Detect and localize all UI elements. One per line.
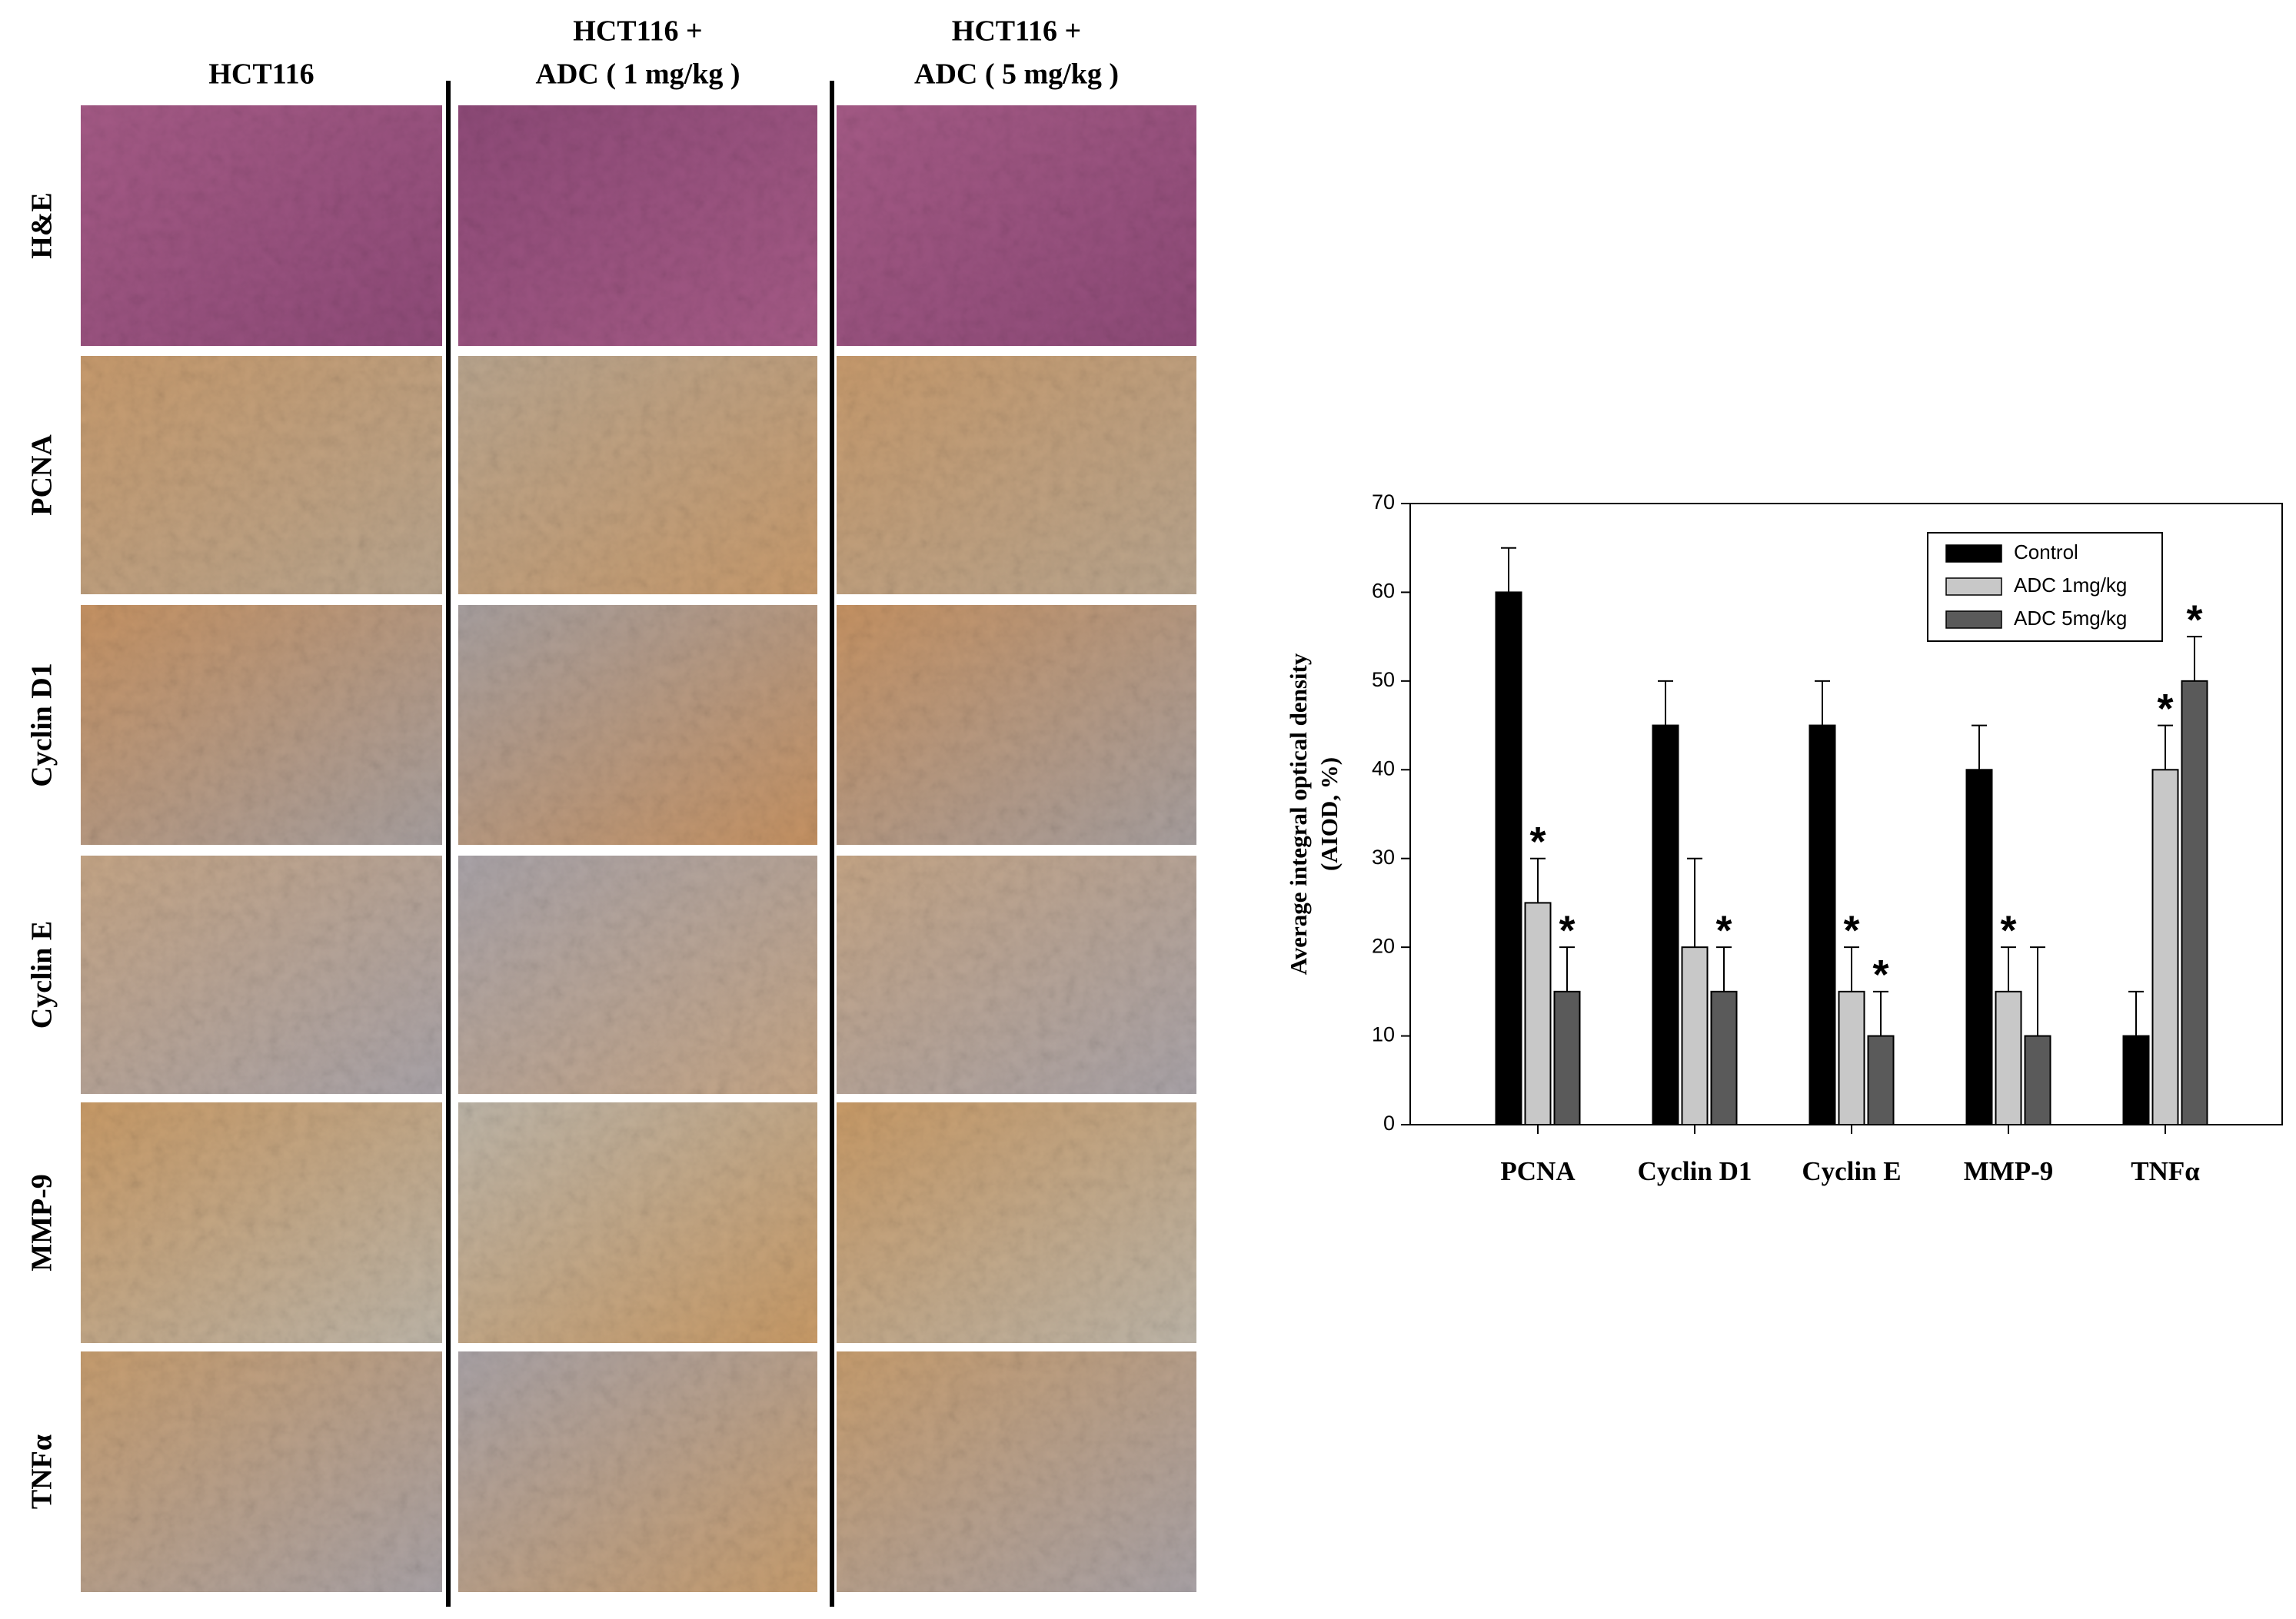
x-tick-label: Cyclin E bbox=[1802, 1156, 1901, 1186]
tissue-texture bbox=[458, 1102, 817, 1343]
tissue-texture bbox=[837, 1351, 1196, 1592]
legend-swatch bbox=[1945, 544, 2002, 563]
legend-label: ADC 1mg/kg bbox=[2014, 573, 2127, 597]
tissue-texture bbox=[458, 605, 817, 845]
significance-mark: * bbox=[1529, 819, 1546, 865]
bar bbox=[1652, 724, 1679, 1125]
significance-mark: * bbox=[2157, 686, 2173, 732]
row-label: MMP-9 bbox=[26, 1174, 58, 1272]
legend-label: ADC 5mg/kg bbox=[2014, 607, 2127, 630]
tissue-texture bbox=[81, 356, 442, 594]
y-tick-label: 60 bbox=[1372, 580, 1395, 603]
column-header: ADC ( 1 mg/kg ) bbox=[536, 58, 740, 91]
bar bbox=[2122, 1035, 2150, 1125]
y-tick-label: 20 bbox=[1372, 934, 1395, 957]
tissue-texture bbox=[81, 605, 442, 845]
tissue-texture bbox=[837, 1102, 1196, 1343]
x-tick-label: MMP-9 bbox=[1964, 1156, 2054, 1186]
legend-swatch bbox=[1945, 577, 2002, 596]
significance-mark: * bbox=[1559, 907, 1575, 953]
column-header: HCT116 bbox=[208, 58, 314, 91]
tissue-texture bbox=[81, 856, 442, 1094]
bar bbox=[2181, 680, 2208, 1125]
bar bbox=[1809, 724, 1836, 1125]
tissue-texture bbox=[458, 856, 817, 1094]
significance-mark: * bbox=[2186, 597, 2202, 643]
column-header: HCT116 + bbox=[573, 15, 702, 48]
tissue-texture bbox=[837, 605, 1196, 845]
column-header: ADC ( 5 mg/kg ) bbox=[914, 58, 1119, 91]
row-label: Cyclin D1 bbox=[26, 663, 58, 787]
bar bbox=[1553, 990, 1581, 1126]
bar bbox=[1681, 946, 1709, 1125]
bar bbox=[1838, 990, 1865, 1126]
bar bbox=[1995, 990, 2022, 1126]
y-tick-label: 70 bbox=[1372, 490, 1395, 514]
bar bbox=[1965, 769, 1993, 1125]
significance-mark: * bbox=[2000, 907, 2016, 953]
y-tick-label: 50 bbox=[1372, 668, 1395, 691]
y-tick-label: 0 bbox=[1383, 1112, 1395, 1135]
bar bbox=[1710, 990, 1738, 1126]
column-header: HCT116 + bbox=[952, 15, 1081, 48]
tissue-texture bbox=[458, 1351, 817, 1592]
tissue-texture bbox=[81, 105, 442, 346]
y-tick-label: 40 bbox=[1372, 756, 1395, 780]
bar bbox=[1524, 902, 1552, 1126]
x-tick-label: Cyclin D1 bbox=[1638, 1156, 1752, 1186]
tissue-texture bbox=[837, 356, 1196, 594]
tissue-texture bbox=[458, 356, 817, 594]
y-tick-label: 30 bbox=[1372, 846, 1395, 869]
significance-mark: * bbox=[1715, 907, 1732, 953]
tissue-texture bbox=[81, 1351, 442, 1592]
y-axis-label: Average integral optical density bbox=[1285, 653, 1312, 975]
y-tick-label: 10 bbox=[1372, 1023, 1395, 1046]
tissue-texture bbox=[837, 856, 1196, 1094]
legend-swatch bbox=[1945, 610, 2002, 629]
tissue-texture bbox=[81, 1102, 442, 1343]
row-label: H&E bbox=[26, 192, 58, 259]
y-axis-label: (AIOD, %) bbox=[1316, 757, 1343, 871]
row-label: TNFα bbox=[26, 1434, 58, 1509]
bar bbox=[1495, 591, 1522, 1125]
row-label: Cyclin E bbox=[26, 921, 58, 1029]
x-tick-label: PCNA bbox=[1500, 1156, 1576, 1186]
bar bbox=[2151, 769, 2179, 1125]
bar bbox=[2024, 1035, 2051, 1125]
tissue-texture bbox=[837, 105, 1196, 346]
tissue-texture bbox=[458, 105, 817, 346]
significance-mark: * bbox=[1843, 907, 1859, 953]
x-tick-label: TNFα bbox=[2131, 1156, 2200, 1186]
significance-mark: * bbox=[1872, 952, 1888, 998]
row-label: PCNA bbox=[26, 434, 58, 516]
bar bbox=[1867, 1035, 1895, 1125]
legend-label: Control bbox=[2014, 540, 2078, 563]
